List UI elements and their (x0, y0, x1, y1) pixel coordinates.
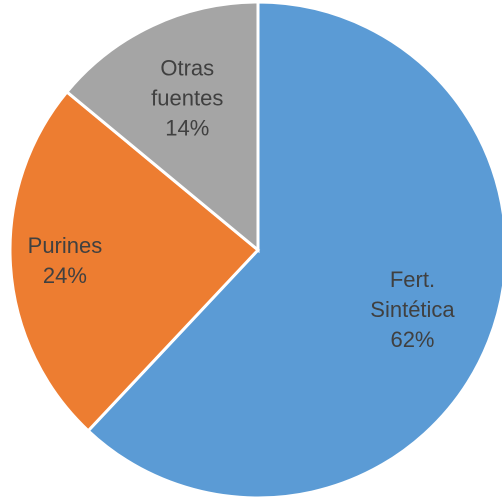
slice-label: Fert. Sintética (370, 267, 455, 322)
pie-slice (64, 0, 260, 254)
pie-slice (86, 0, 502, 499)
slice-label: Otras fuentes (151, 55, 223, 110)
slice-value-label: 62% (390, 327, 434, 352)
slice-label: Purines (28, 233, 103, 258)
slice-value-label: 24% (43, 263, 87, 288)
slice-value-label: 14% (165, 115, 209, 140)
pie-slice (8, 89, 261, 433)
